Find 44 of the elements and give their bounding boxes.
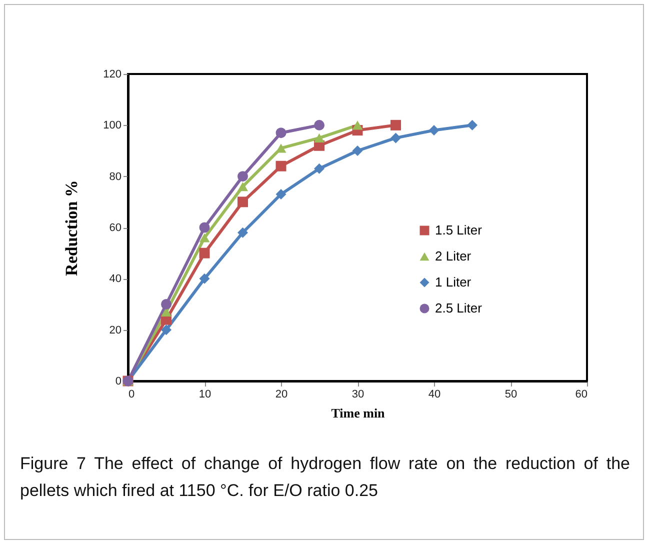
point [352, 146, 363, 156]
legend-label: 1 Liter [435, 274, 472, 290]
point [161, 299, 172, 310]
caption: Figure 7 The effect of change of hydrogen flow rate on the reduction of the pellets which fired at 1150 °C. for E/O ratio 0.25 [20, 453, 630, 502]
point [238, 182, 248, 192]
point [314, 120, 324, 130]
y-tick-label: 40 [109, 273, 122, 286]
point [390, 120, 401, 130]
point [238, 171, 248, 182]
point [199, 222, 210, 233]
point [314, 163, 324, 174]
x-tick-label: 0 [128, 388, 135, 400]
point [238, 196, 248, 208]
point [276, 144, 286, 153]
point [314, 133, 324, 142]
point [199, 273, 210, 284]
point [276, 189, 286, 200]
legend-label: 1.5 Liter [435, 222, 483, 238]
x-tick-label: 40 [428, 388, 441, 400]
point [199, 233, 210, 242]
y-tick-label: 80 [109, 170, 122, 183]
x-tick-label: 30 [352, 388, 364, 400]
x-tick-label: 50 [504, 388, 518, 400]
y-tick-label: 20 [109, 324, 122, 336]
y-axis-title: Reduction % [62, 180, 82, 276]
point [238, 227, 248, 238]
legend-label: 2 Liter [435, 248, 472, 264]
y-tick-label: 120 [103, 68, 122, 80]
point [352, 120, 363, 130]
point [199, 248, 210, 258]
point [276, 128, 286, 138]
point [276, 160, 286, 172]
x-axis-title: Time min [331, 406, 386, 420]
point [161, 324, 172, 336]
point [390, 132, 401, 144]
y-tick-label: 100 [103, 120, 122, 132]
y-tick-label: 60 [109, 222, 122, 234]
point [428, 125, 440, 136]
x-tick-label: 20 [275, 388, 288, 400]
point [467, 120, 478, 130]
legend-label: 2.5 Liter [435, 300, 483, 316]
y-tick-label: 0 [115, 376, 122, 388]
x-tick-label: 60 [575, 388, 588, 400]
x-tick-label: 10 [198, 388, 212, 400]
